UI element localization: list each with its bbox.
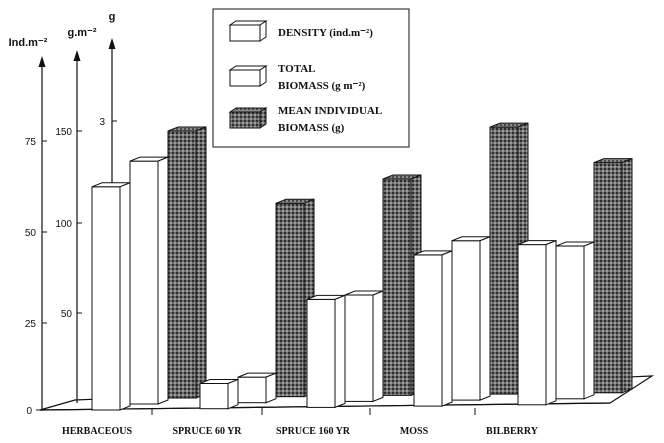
legend-swatch-side bbox=[259, 107, 267, 129]
bar-0-0-side bbox=[119, 182, 131, 411]
bar-2-4-side bbox=[621, 157, 633, 394]
x-category-label: BILBERRY bbox=[486, 426, 539, 437]
bar-1-3 bbox=[451, 235, 491, 401]
legend-label: DENSITY (ind.m⁻²) bbox=[278, 27, 373, 39]
bar-1-0-side bbox=[157, 156, 169, 405]
bar-2-4 bbox=[593, 157, 633, 394]
legend-swatch-side bbox=[259, 65, 267, 87]
y-axis-1-tick-label: 50 bbox=[61, 309, 73, 320]
bar-1-1 bbox=[237, 372, 277, 404]
bar-1-4-front bbox=[555, 245, 585, 400]
bar-2-2-front bbox=[382, 178, 412, 396]
y-axis-label-1: g.m⁻² bbox=[67, 27, 96, 39]
bar-0-3 bbox=[413, 250, 453, 407]
y-axis-1-tick-label: 150 bbox=[55, 127, 72, 138]
bar-0-1-front bbox=[199, 383, 229, 410]
bar-2-0-front bbox=[167, 130, 197, 399]
bars bbox=[91, 122, 633, 411]
bar-2-4-front bbox=[593, 162, 623, 394]
bar-0-2-side bbox=[334, 294, 346, 409]
bar-0-4-front bbox=[517, 244, 547, 406]
bar-1-3-front bbox=[451, 240, 481, 401]
bar-1-0-front bbox=[129, 160, 159, 405]
legend: DENSITY (ind.m⁻²) TOTAL BIOMASS (g m⁻²) MEA… bbox=[212, 8, 410, 148]
legend-label: MEAN INDIVIDUAL bbox=[278, 105, 382, 117]
bar-1-4-side bbox=[583, 241, 595, 400]
y-axis-0-tick-label: 25 bbox=[25, 319, 37, 330]
y-axis-arrow-0 bbox=[38, 56, 46, 67]
bar-0-0 bbox=[91, 182, 131, 411]
bar-0-1-side bbox=[227, 378, 239, 410]
y-axis-label-0: Ind.m⁻² bbox=[9, 37, 48, 49]
x-category-label: MOSS bbox=[400, 426, 429, 437]
bar-1-2-side bbox=[372, 290, 384, 403]
bar-0-4 bbox=[517, 239, 557, 406]
bar-1-4 bbox=[555, 241, 595, 400]
bar-1-3-side bbox=[479, 235, 491, 401]
bar-0-4-side bbox=[545, 239, 557, 406]
bar-1-0 bbox=[129, 156, 169, 405]
y-axis-arrow-1 bbox=[73, 50, 81, 61]
legend-label: BIOMASS (g m⁻²) bbox=[278, 80, 366, 92]
bar-1-2 bbox=[344, 290, 384, 403]
legend-swatch-front bbox=[229, 24, 261, 42]
bar-1-1-side bbox=[265, 372, 277, 404]
legend-label: BIOMASS (g) bbox=[278, 122, 345, 134]
y-axis-1-tick-label: 100 bbox=[55, 219, 72, 230]
bar-2-1-front bbox=[275, 202, 305, 398]
y-axis-0-tick-label: 75 bbox=[25, 137, 37, 148]
y-axis-2-tick-label: 3 bbox=[99, 117, 105, 128]
bar-1-2-front bbox=[344, 294, 374, 402]
bar-0-2 bbox=[306, 294, 346, 409]
y-axis-0-tick-label: 50 bbox=[25, 228, 37, 239]
bar-2-0-side bbox=[195, 126, 207, 399]
bar-0-3-side bbox=[441, 250, 453, 407]
x-category-label: SPRUCE 60 YR bbox=[172, 426, 242, 437]
bar-1-1-front bbox=[237, 376, 267, 404]
category-labels: HERBACEOUS SPRUCE 60 YR SPRUCE 160 YR MOSS B… bbox=[62, 426, 539, 437]
x-category-label: HERBACEOUS bbox=[62, 426, 132, 437]
x-category-label: SPRUCE 160 YR bbox=[276, 426, 351, 437]
legend-swatch-side bbox=[259, 20, 267, 42]
legend-swatch-front bbox=[229, 111, 261, 129]
bar-2-3-front bbox=[489, 126, 519, 395]
legend-label: TOTAL bbox=[278, 63, 316, 75]
legend-swatch-front bbox=[229, 69, 261, 87]
axes: Ind.m⁻² g.m⁻² g 25 50 75 50 100 150 3 0 bbox=[9, 11, 117, 417]
bar-2-0 bbox=[167, 126, 207, 399]
y-axis-arrow-2 bbox=[108, 38, 116, 49]
bar-0-0-front bbox=[91, 186, 121, 411]
y-axis-label-2: g bbox=[109, 11, 116, 23]
y-axis-zero-label: 0 bbox=[26, 406, 32, 417]
bar-0-2-front bbox=[306, 298, 336, 408]
bar-0-1 bbox=[199, 378, 239, 410]
bar-0-3-front bbox=[413, 254, 443, 407]
